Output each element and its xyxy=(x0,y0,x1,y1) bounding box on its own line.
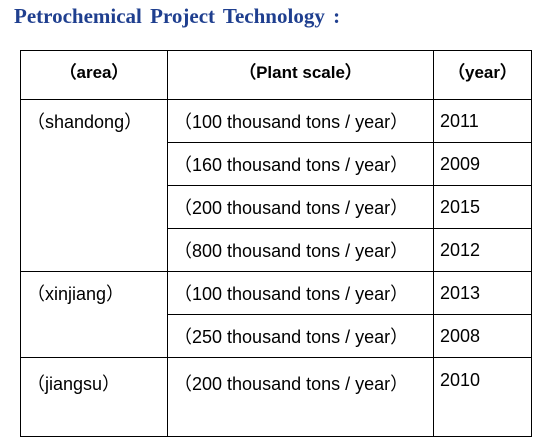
plant-scale-cell: （160 thousand tons / year） xyxy=(167,142,434,186)
plant-scale-cell: （250 thousand tons / year） xyxy=(167,314,434,358)
area-cell-xinjiang: （xinjiang） xyxy=(20,271,168,358)
header-area: （area） xyxy=(20,50,168,100)
area-cell-jiangsu: （jiangsu） xyxy=(20,357,168,437)
table-row: （250 thousand tons / year） 2008 xyxy=(21,314,532,358)
header-plant-scale: （Plant scale） xyxy=(167,50,434,100)
year-cell: 2012 xyxy=(433,228,532,272)
page-title: Petrochemical Project Technology : xyxy=(14,4,341,28)
plant-scale-cell: （100 thousand tons / year） xyxy=(167,99,434,143)
table-row: （200 thousand tons / year） 2015 xyxy=(21,185,532,229)
year-cell: 2015 xyxy=(433,185,532,229)
year-cell: 2008 xyxy=(433,314,532,358)
table-row: （xinjiang） （100 thousand tons / year） 20… xyxy=(20,271,532,358)
year-cell: 2013 xyxy=(433,271,532,315)
header-year: （year） xyxy=(433,50,532,100)
plant-scale-cell: （800 thousand tons / year） xyxy=(167,228,434,272)
table-row: （jiangsu） （200 thousand tons / year） 201… xyxy=(20,357,532,437)
year-cell: 2010 xyxy=(433,357,532,437)
area-cell-shandong: （shandong） xyxy=(20,99,168,272)
project-table: （area） （Plant scale） （year） （shandong） （… xyxy=(20,50,532,437)
table-row: （800 thousand tons / year） 2012 xyxy=(21,228,532,272)
year-cell: 2009 xyxy=(433,142,532,186)
table-row: （160 thousand tons / year） 2009 xyxy=(21,142,532,186)
plant-scale-cell: （100 thousand tons / year） xyxy=(167,271,434,315)
plant-scale-cell: （200 thousand tons / year） xyxy=(167,357,434,437)
table-row: （shandong） （100 thousand tons / year） 20… xyxy=(20,99,532,272)
header-row: （area） （Plant scale） （year） xyxy=(20,50,532,100)
plant-scale-cell: （200 thousand tons / year） xyxy=(167,185,434,229)
year-cell: 2011 xyxy=(433,99,532,143)
